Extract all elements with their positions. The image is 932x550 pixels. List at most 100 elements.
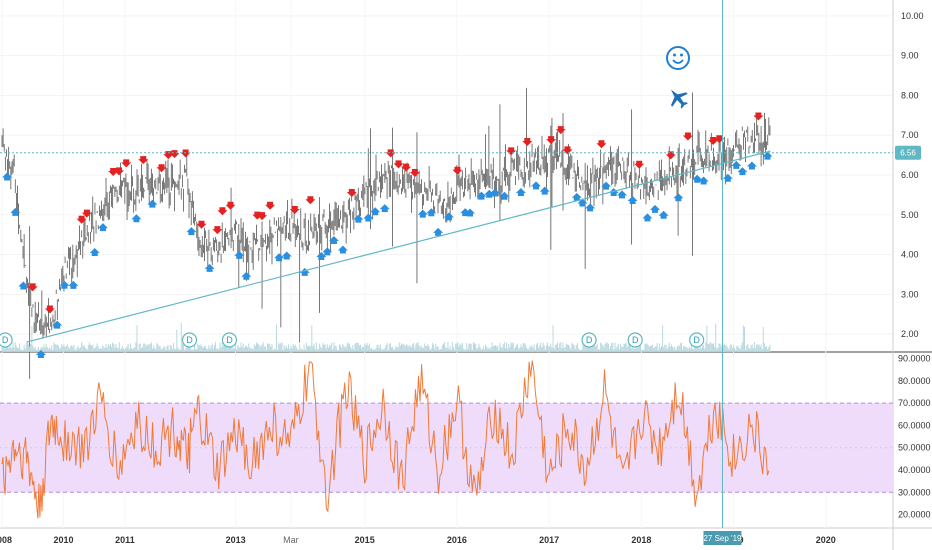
buy-arrow-icon xyxy=(274,253,285,262)
buy-arrow-icon xyxy=(658,210,669,219)
volume-bar xyxy=(292,343,294,352)
volume-bar xyxy=(416,342,418,352)
main-price-pane[interactable] xyxy=(0,87,893,379)
volume-bar xyxy=(335,346,337,352)
volume-bar xyxy=(651,345,653,352)
volume-bar xyxy=(737,345,739,352)
volume-bar xyxy=(462,348,464,352)
buy-arrow-icon xyxy=(585,203,596,212)
volume-bar xyxy=(378,347,380,352)
buy-arrow-icon xyxy=(379,204,390,213)
volume-bar xyxy=(265,349,267,352)
volume-bar xyxy=(213,345,215,352)
volume-bar xyxy=(84,346,86,352)
volume-bar xyxy=(173,343,175,352)
volume-bar xyxy=(116,348,118,352)
volume-bar xyxy=(22,349,24,352)
volume-bar xyxy=(669,346,671,352)
volume-bar xyxy=(280,343,282,352)
volume-bar xyxy=(348,343,350,352)
volume-bar xyxy=(188,347,190,352)
volume-bar xyxy=(176,329,178,352)
volume-bar xyxy=(29,346,31,352)
volume-bar xyxy=(298,349,300,352)
volume-bar xyxy=(220,347,222,352)
buy-arrow-icon xyxy=(531,181,542,190)
volume-bar xyxy=(164,346,166,352)
volume-bar xyxy=(620,343,622,352)
volume-bar xyxy=(741,342,743,352)
volume-bar xyxy=(479,347,481,352)
volume-bar xyxy=(639,345,641,352)
sell-arrow-icon xyxy=(114,167,125,176)
volume-bar xyxy=(695,346,697,352)
volume-bar xyxy=(731,347,733,352)
volume-bar xyxy=(509,347,511,352)
buy-arrow-icon xyxy=(2,172,13,181)
volume-bar xyxy=(649,345,651,352)
volume-bar xyxy=(376,344,378,352)
volume-bar xyxy=(261,344,263,352)
volume-bar xyxy=(201,346,203,352)
volume-bar xyxy=(180,322,182,352)
volume-bar xyxy=(607,343,609,352)
volume-bar xyxy=(246,345,248,352)
volume-bar xyxy=(21,349,23,352)
volume-bar xyxy=(490,346,492,352)
volume-bar xyxy=(379,344,381,352)
volume-bar xyxy=(408,344,410,352)
volume-bar xyxy=(174,348,176,352)
volume-bar xyxy=(647,344,649,352)
volume-bar xyxy=(458,346,460,352)
volume-bar xyxy=(751,344,753,352)
volume-bar xyxy=(586,347,588,352)
oscillator-pane[interactable] xyxy=(0,360,893,519)
volume-bar xyxy=(212,348,214,352)
volume-bar xyxy=(227,343,229,352)
volume-bar xyxy=(207,348,209,352)
volume-bar xyxy=(351,348,353,352)
volume-bar xyxy=(425,345,427,352)
volume-bar xyxy=(615,348,617,352)
dividend-marker xyxy=(689,332,705,348)
volume-bar xyxy=(386,343,388,352)
volume-bar xyxy=(144,343,146,352)
cursor-time-label: 27 Sep '19 xyxy=(703,534,742,543)
volume-bar xyxy=(291,348,293,352)
volume-bar xyxy=(209,348,211,352)
volume-bar xyxy=(205,346,207,352)
volume-bar xyxy=(101,348,103,352)
volume-bar xyxy=(268,343,270,352)
volume-bar xyxy=(735,349,737,352)
sell-arrow-icon xyxy=(555,126,566,135)
time-tick-label: 2008 xyxy=(0,535,12,545)
buy-arrow-icon xyxy=(722,173,733,182)
volume-bar xyxy=(182,343,184,352)
volume-bar xyxy=(252,348,254,352)
volume-bar xyxy=(763,343,765,352)
time-tick-label: 2017 xyxy=(539,535,559,545)
smiley-icon xyxy=(666,46,690,70)
sell-arrow-icon xyxy=(546,136,557,145)
volume-bar xyxy=(187,346,189,352)
volume-bar xyxy=(611,342,613,352)
volume-bar xyxy=(41,346,43,352)
buy-arrow-icon xyxy=(627,196,638,205)
volume-bar xyxy=(184,349,186,352)
volume-bar xyxy=(203,345,205,352)
volume-bar xyxy=(689,348,691,352)
volume-bar xyxy=(653,348,655,352)
buy-arrow-icon xyxy=(89,247,100,256)
volume-bar xyxy=(569,346,571,352)
buy-arrow-icon xyxy=(731,160,742,169)
volume-bar xyxy=(364,343,366,352)
volume-bar xyxy=(436,346,438,352)
airplane-shape xyxy=(670,89,688,109)
buy-arrow-icon xyxy=(698,176,709,185)
volume-bar xyxy=(112,342,114,352)
volume-bar xyxy=(321,347,323,352)
buy-arrow-icon xyxy=(499,191,510,200)
volume-bar xyxy=(662,325,664,352)
volume-bar xyxy=(637,346,639,352)
volume-bar xyxy=(314,348,316,352)
